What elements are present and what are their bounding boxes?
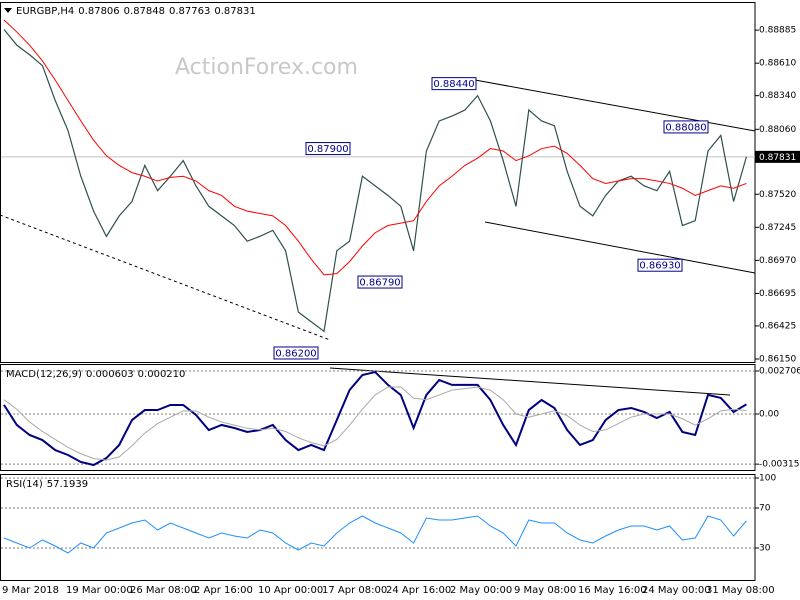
header: EURGBP,H4 0.87806 0.87848 0.87763 0.87831 <box>16 6 256 17</box>
low: 0.87763 <box>169 6 210 17</box>
y-tick-label: 0.88060 <box>759 125 796 135</box>
x-tick-label: 24 May 00:00 <box>642 585 711 596</box>
macd-trend-line <box>329 367 731 396</box>
macd-header: MACD(12,26,9) 0.000603 0.000210 <box>6 369 185 380</box>
y-tick-label: 0.87520 <box>759 190 796 200</box>
macd-panel <box>0 364 756 471</box>
x-tick-label: 31 May 08:00 <box>706 585 775 596</box>
x-tick-label: 9 Mar 2018 <box>2 585 59 596</box>
signal-reading: 0.000210 <box>138 369 186 380</box>
series-line <box>3 515 747 554</box>
rsi-header: RSI(14) 57.1939 <box>6 479 88 490</box>
last-price-label: 0.87831 <box>759 153 796 163</box>
series-line <box>3 19 747 276</box>
price-annotation: 0.86200 <box>273 346 319 360</box>
macd-reading: 0.000603 <box>86 369 134 380</box>
y-tick-label: 0.86695 <box>759 289 796 299</box>
x-tick-label: 26 Mar 08:00 <box>130 585 197 596</box>
x-tick-label: 19 Mar 00:00 <box>66 585 133 596</box>
annotation-label: 0.88080 <box>665 122 706 133</box>
annotation-box <box>357 275 403 289</box>
rsi-reading: 57.1939 <box>47 479 88 490</box>
annotation-label: 0.87900 <box>307 144 348 155</box>
price-annotation: 0.88080 <box>663 120 709 134</box>
annotation-box <box>305 142 351 156</box>
annotation-label: 0.88440 <box>433 79 474 90</box>
series-line <box>3 29 747 333</box>
rsi-panel <box>0 474 756 581</box>
x-tick-label: 9 May 08:00 <box>514 585 576 596</box>
annotation-box <box>637 258 683 272</box>
last-price-box <box>755 150 800 163</box>
x-tick-label: 17 Apr 08:00 <box>322 585 387 596</box>
open: 0.87806 <box>78 6 119 17</box>
main-panel <box>0 2 756 363</box>
y-tick-label: 0.88340 <box>759 91 796 101</box>
symbol: EURGBP,H4 <box>16 6 74 17</box>
series-line <box>3 386 747 461</box>
y-tick-label: 30 <box>759 544 771 554</box>
y-tick-label: 70 <box>759 504 771 514</box>
annotation-box <box>663 120 709 134</box>
annotation-box <box>431 77 477 91</box>
y-tick-label: 0.00 <box>759 410 779 420</box>
y-tick-label: -0.003155 <box>759 460 800 470</box>
y-tick-label: 0.88885 <box>759 26 796 36</box>
x-tick-label: 2 Apr 16:00 <box>194 585 253 596</box>
x-tick-label: 24 Apr 16:00 <box>386 585 451 596</box>
high: 0.87848 <box>124 6 165 17</box>
annotation-label: 0.86200 <box>275 348 316 359</box>
annotation-box <box>273 346 319 360</box>
y-tick-label: 0.87245 <box>759 223 796 233</box>
macd-title: MACD(12,26,9) <box>6 369 82 380</box>
y-tick-label: 0.86425 <box>759 321 796 331</box>
y-tick-label: 0.86970 <box>759 256 796 266</box>
watermark: ActionForex.com <box>175 55 358 80</box>
series-line <box>3 370 747 467</box>
price-annotation: 0.88440 <box>431 77 477 91</box>
x-tick-label: 10 Apr 00:00 <box>258 585 323 596</box>
y-tick-label: 100 <box>759 474 776 484</box>
annotation-label: 0.86930 <box>639 261 680 272</box>
price-annotation: 0.86790 <box>357 275 403 289</box>
channel-line <box>484 221 756 274</box>
y-tick-label: 0.88610 <box>759 59 796 69</box>
rsi-title: RSI(14) <box>6 479 43 490</box>
menu-icon[interactable] <box>4 8 12 13</box>
price-annotation: 0.86930 <box>637 258 683 272</box>
price-annotation: 0.87900 <box>305 142 351 156</box>
y-tick-label: 0.86150 <box>759 354 796 364</box>
trend-line <box>0 214 331 341</box>
y-tick-label: 0.002706 <box>759 367 800 377</box>
x-tick-label: 2 May 00:00 <box>450 585 512 596</box>
close: 0.87831 <box>214 6 255 17</box>
annotation-label: 0.86790 <box>359 278 400 289</box>
x-tick-label: 16 May 16:00 <box>578 585 647 596</box>
